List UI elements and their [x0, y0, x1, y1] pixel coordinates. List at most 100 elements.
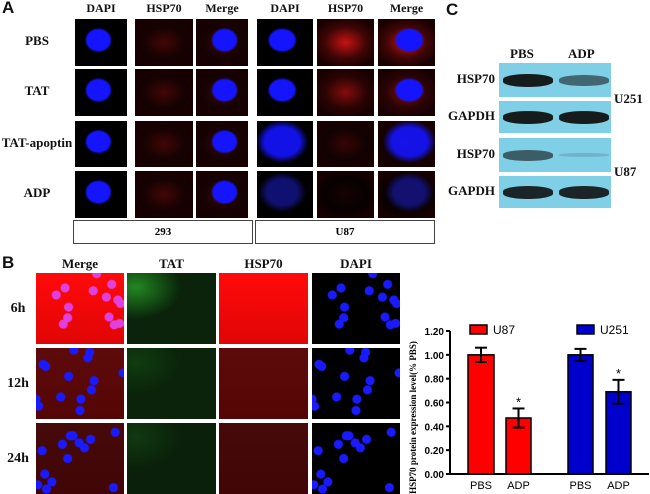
protein-band — [503, 73, 553, 87]
protein-band — [559, 110, 609, 124]
legend-swatch — [576, 324, 595, 335]
cell-line-u251: U251 — [614, 91, 643, 106]
row-label: TAT — [24, 83, 50, 98]
column-header: TAT — [159, 256, 184, 271]
panel-a-letter: A — [2, 0, 15, 17]
column-header: DAPI — [86, 1, 116, 15]
bar — [467, 354, 495, 475]
significance-marker: * — [516, 394, 521, 409]
micrograph-tile — [75, 121, 127, 167]
row-label: 6h — [10, 301, 26, 316]
micrograph-tile — [312, 273, 400, 344]
column-header: HSP70 — [244, 256, 283, 271]
micrograph-tile — [36, 423, 124, 494]
y-axis-label: HSP70 protein expression level(% PBS) — [408, 341, 418, 494]
y-tick-label: 1.20 — [425, 327, 445, 338]
panel-c-letter: C — [446, 0, 459, 19]
micrograph-tile — [36, 273, 124, 344]
legend-label: U87 — [493, 323, 515, 337]
micrograph-tile — [257, 171, 313, 218]
blot-label: GAPDH — [448, 183, 495, 198]
protein-band — [503, 185, 553, 199]
micrograph-tile — [135, 171, 193, 218]
micrograph-tile — [135, 69, 193, 116]
micrograph-tile — [312, 423, 400, 494]
column-header: Merge — [205, 1, 239, 15]
micrograph-tile — [196, 19, 248, 66]
micrograph-tile — [75, 171, 127, 218]
row-label: PBS — [25, 33, 49, 48]
micrograph-tile — [317, 121, 374, 167]
y-tick-label: 0.20 — [425, 446, 445, 457]
lane-label-adp: ADP — [568, 46, 595, 61]
column-header: DAPI — [340, 256, 372, 271]
y-tick-label: 0.80 — [425, 375, 445, 386]
micrograph-tile — [257, 69, 313, 116]
row-label: 24h — [7, 451, 29, 466]
protein-band — [559, 185, 609, 199]
column-header: Merge — [389, 1, 424, 15]
panel-b-letter: B — [2, 253, 15, 272]
x-tick-label: PBS — [470, 480, 492, 492]
micrograph-tile — [36, 348, 124, 419]
cell-line-u87: U87 — [614, 164, 637, 179]
micrograph-tile — [378, 121, 435, 167]
micrograph-tile — [135, 19, 193, 66]
blot-label: HSP70 — [456, 146, 495, 161]
micrograph-tile — [219, 348, 308, 419]
protein-band — [503, 149, 553, 161]
micrograph-tile — [257, 121, 313, 167]
row-label: ADP — [23, 185, 51, 200]
blot-strip — [499, 63, 611, 97]
y-tick-label: 1.00 — [425, 351, 445, 362]
micrograph-tile — [127, 273, 216, 344]
y-tick-label: 0.60 — [425, 399, 445, 410]
protein-band — [503, 110, 553, 124]
micrograph-tile — [312, 348, 400, 419]
column-header: DAPI — [270, 1, 300, 15]
micrograph-tile — [196, 121, 248, 167]
protein-band — [559, 74, 609, 86]
micrograph-tile — [196, 69, 248, 116]
micrograph-tile — [75, 69, 127, 116]
micrograph-tile — [378, 171, 435, 218]
bar — [567, 354, 594, 475]
x-tick-label: ADP — [507, 480, 530, 492]
blot-label: HSP70 — [456, 71, 495, 86]
blot-strip — [499, 101, 611, 133]
y-tick-label: 0.00 — [425, 470, 445, 481]
micrograph-tile — [135, 121, 193, 167]
micrograph-tile — [127, 423, 216, 494]
significance-marker: * — [616, 366, 621, 381]
protein-band — [559, 153, 609, 157]
bar-chart: 0.00 0.20 0.40 0.60 0.80 1.00 1.20 HSP70 protei… — [408, 323, 649, 494]
blot-strip — [499, 138, 611, 172]
cell-line-box-u87: U87 — [255, 220, 435, 244]
legend-swatch — [469, 324, 488, 335]
micrograph-tile — [378, 69, 435, 116]
legend-label: U251 — [600, 323, 629, 337]
micrograph-tile — [127, 348, 216, 419]
lane-label-pbs: PBS — [510, 46, 534, 61]
row-label: TAT-apoptin — [1, 135, 73, 150]
micrograph-tile — [219, 423, 308, 494]
micrograph-tile — [219, 273, 308, 344]
column-header: HSP70 — [327, 1, 364, 15]
blot-strip — [499, 176, 611, 208]
micrograph-tile — [378, 19, 435, 66]
micrograph-tile — [196, 171, 248, 218]
column-header: Merge — [61, 256, 99, 271]
micrograph-tile — [317, 19, 374, 66]
row-label: 12h — [7, 376, 29, 391]
x-tick-label: PBS — [569, 480, 591, 492]
micrograph-tile — [317, 171, 374, 218]
micrograph-tile — [75, 19, 127, 66]
blot-label: GAPDH — [448, 108, 495, 123]
y-tick-label: 0.40 — [425, 422, 445, 433]
x-tick-label: ADP — [607, 480, 630, 492]
column-header: HSP70 — [146, 1, 182, 15]
micrograph-tile — [317, 69, 374, 116]
cell-line-box-293: 293 — [73, 220, 253, 244]
micrograph-tile — [257, 19, 313, 66]
